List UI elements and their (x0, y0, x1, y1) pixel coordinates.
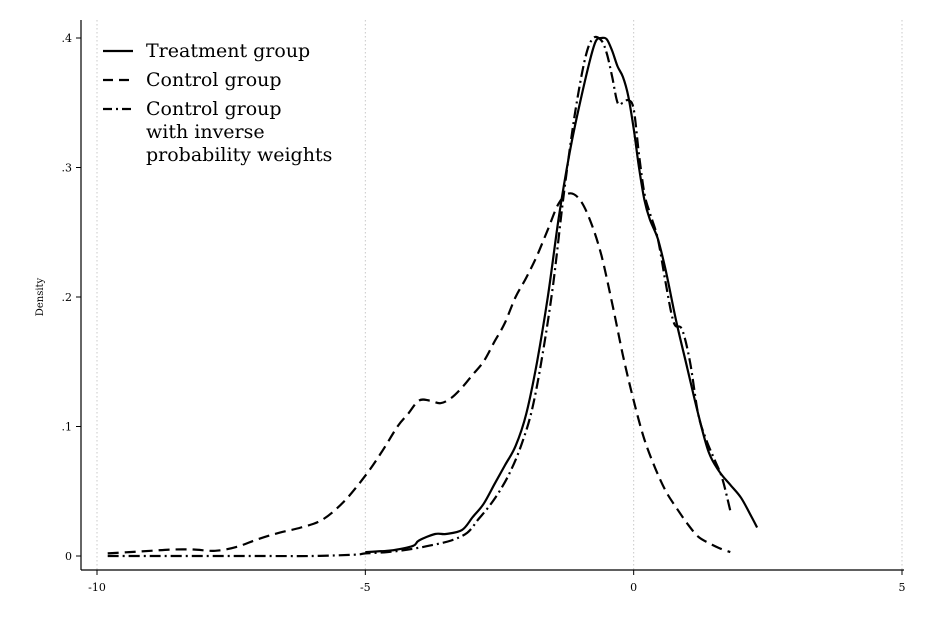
legend-label-2-2: probability weights (146, 144, 332, 166)
x-tick-label-2: 0 (630, 581, 637, 594)
x-tick-label-3: 5 (899, 581, 906, 594)
axes: -10 -5 0 5 0 .1 .2 .3 .4 (62, 20, 906, 594)
legend-label-2-0: Control group (146, 98, 282, 120)
series-line-2 (107, 35, 732, 558)
y-tick-label-2: .2 (62, 291, 73, 304)
series-layer (107, 35, 759, 558)
legend-label-1-0: Control group (146, 69, 282, 91)
y-tick-label-1: .1 (62, 421, 73, 434)
series-line-1 (107, 192, 731, 555)
y-tick-label-4: .4 (62, 32, 73, 45)
x-tick-label-1: -5 (360, 581, 371, 594)
y-tick-label-3: .3 (62, 162, 73, 175)
x-tick-label-0: -10 (88, 581, 106, 594)
y-axis-title: Density (35, 277, 46, 316)
y-tick-label-0: 0 (65, 550, 72, 563)
legend: Treatment group Control group Control grou… (103, 40, 332, 166)
legend-label-2-1: with inverse (146, 121, 265, 143)
legend-label-0-0: Treatment group (146, 40, 310, 62)
